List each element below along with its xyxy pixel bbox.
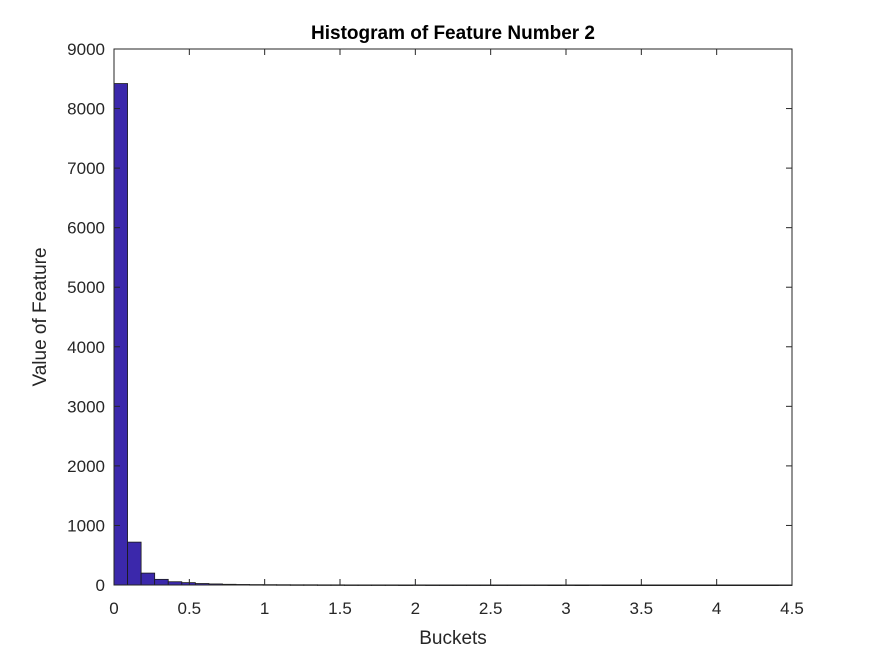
bars-group <box>113 83 793 587</box>
y-tick-label: 2000 <box>67 457 105 476</box>
x-tick-label: 3 <box>561 599 570 618</box>
y-tick-label: 5000 <box>67 278 105 297</box>
histogram-bar <box>127 541 142 586</box>
x-tick-label: 0.5 <box>178 599 202 618</box>
y-tick-label: 7000 <box>67 159 105 178</box>
x-tick-label: 2.5 <box>479 599 503 618</box>
x-tick-label: 4.5 <box>780 599 804 618</box>
y-tick-label: 1000 <box>67 516 105 535</box>
y-tick-label: 6000 <box>67 219 105 238</box>
y-tick-label: 9000 <box>67 40 105 59</box>
y-axis-label: Value of Feature <box>30 247 51 386</box>
x-tick-label: 1.5 <box>328 599 352 618</box>
histogram-bar <box>154 578 169 586</box>
y-tick-label: 0 <box>96 576 105 595</box>
x-tick-label: 1 <box>260 599 269 618</box>
y-axis-ticks: 0 1000 2000 3000 4000 5000 6000 7000 8000 9000 <box>67 40 792 595</box>
plot-area-frame <box>113 48 793 586</box>
x-axis-label: Buckets <box>419 628 487 649</box>
y-tick-label: 8000 <box>67 100 105 119</box>
y-tick-label: 3000 <box>67 397 105 416</box>
x-axis-ticks: 0 0.5 1 1.5 2 2.5 3 3.5 4 4.5 <box>109 49 804 618</box>
histogram-bar <box>140 572 156 586</box>
histogram-bar <box>113 83 128 586</box>
x-tick-label: 2 <box>411 599 420 618</box>
x-tick-label: 4 <box>712 599 721 618</box>
y-tick-label: 4000 <box>67 338 105 357</box>
chart-title: Histogram of Feature Number 2 <box>311 23 595 44</box>
x-tick-label: 0 <box>109 599 118 618</box>
x-tick-label: 3.5 <box>630 599 654 618</box>
